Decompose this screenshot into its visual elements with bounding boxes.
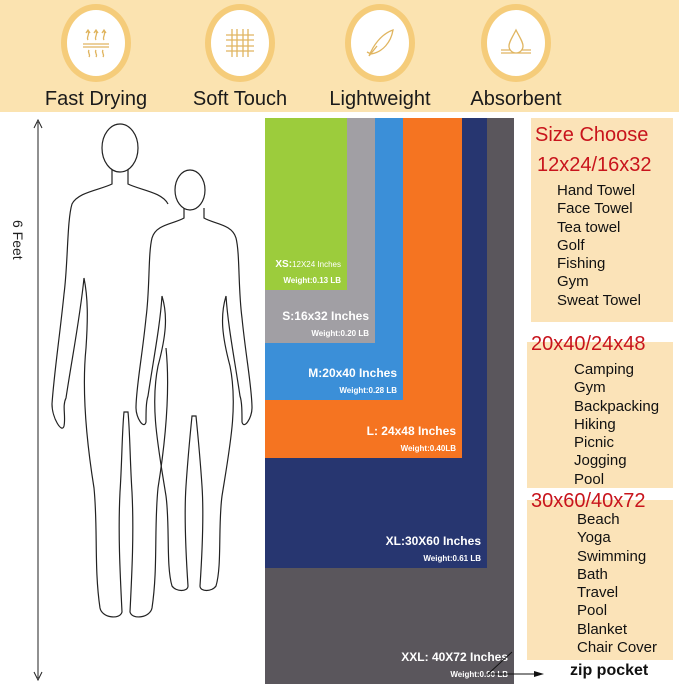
use-item: Hiking — [574, 415, 616, 433]
towel-size-label: XXL: 40X72 Inches — [401, 650, 508, 664]
feature-label: Lightweight — [329, 88, 431, 110]
size-panel-1 — [531, 118, 673, 322]
use-list: Beach Yoga Swimming Bath Travel Pool Blanket Ch… — [577, 511, 657, 657]
use-item: Chair Cover — [577, 639, 658, 657]
feature-absorbent: Absorbent — [456, 0, 576, 111]
group-title: 12x24/16x32 — [537, 154, 652, 176]
use-item: Beach — [577, 511, 620, 528]
height-arrow — [33, 118, 43, 682]
towel-weight-label: Weight:0.90 LB — [450, 670, 508, 679]
use-item: Yoga — [577, 529, 611, 547]
size-panel-2 — [527, 342, 673, 488]
human-silhouettes — [51, 123, 253, 618]
use-item: Face Towel — [557, 200, 633, 218]
feature-label: Fast Drying — [44, 88, 148, 110]
use-item: Golf — [557, 236, 585, 254]
towel-size-label: L: 24x48 Inches — [366, 424, 456, 438]
male-figure — [51, 123, 169, 618]
fabric-grid-icon — [226, 29, 254, 57]
use-item: Hand Towel — [557, 182, 636, 199]
use-item: Pool — [577, 602, 608, 620]
heat-waves-icon — [83, 28, 109, 58]
towel-weight-label: Weight:0.20 LB — [311, 329, 369, 338]
size-choose-title: Size Choose — [535, 124, 649, 146]
towel-size-label: S:16x32 Inches — [282, 309, 369, 323]
feather-icon — [366, 29, 394, 57]
water-drop-icon — [501, 28, 531, 54]
use-item: Sweat Towel — [557, 291, 641, 309]
use-list: Camping Gym Backpacking Hiking Picnic Jogging… — [574, 361, 659, 489]
feature-label: Absorbent — [470, 88, 562, 110]
use-item: Jogging — [574, 452, 627, 470]
feature-soft-touch: Soft Touch — [180, 0, 300, 111]
use-item: Pool — [574, 470, 605, 488]
feature-lightweight: Lightweight — [320, 0, 440, 111]
use-item: Travel — [577, 584, 619, 602]
use-item: Backpacking — [574, 397, 660, 415]
towel-xs: XS:12X24 Inches Weight:0.13 LB — [265, 118, 347, 290]
zip-pointer — [486, 651, 544, 677]
towel-weight-label: Weight:0.61 LB — [423, 554, 481, 563]
use-item: Picnic — [574, 434, 615, 452]
group-title: 30x60/40x72 — [531, 490, 646, 512]
towel-weight-label: Weight:0.13 LB — [283, 276, 341, 285]
use-item: Gym — [557, 273, 589, 291]
towel-size-label: XL:30X60 Inches — [385, 534, 481, 548]
towel-weight-label: Weight:0.28 LB — [339, 386, 397, 395]
use-item: Gym — [574, 379, 606, 397]
use-item: Tea towel — [557, 218, 621, 236]
group-title: 20x40/24x48 — [531, 333, 646, 355]
size-panel-3 — [527, 500, 673, 660]
female-figure — [135, 169, 253, 592]
feature-fast-drying: Fast Drying — [36, 0, 156, 111]
use-list: Hand Towel Face Towel Tea towel Golf Fishing… — [557, 182, 641, 310]
features-banner: Fast Drying Soft Touch Lightweight Absor… — [0, 0, 679, 112]
zip-pocket-label: zip pocket — [570, 662, 649, 679]
towel-size-label: XS:12X24 Inches — [275, 259, 341, 270]
feature-label: Soft Touch — [192, 88, 288, 110]
height-label: 6 Feet — [10, 220, 26, 260]
use-item: Camping — [574, 361, 635, 378]
use-item: Swimming — [577, 547, 647, 565]
use-item: Bath — [577, 565, 608, 583]
use-item: Blanket — [577, 620, 628, 638]
towel-weight-label: Weight:0.40LB — [400, 444, 456, 453]
towel-size-label: M:20x40 Inches — [308, 366, 397, 380]
use-item: Fishing — [557, 255, 606, 273]
